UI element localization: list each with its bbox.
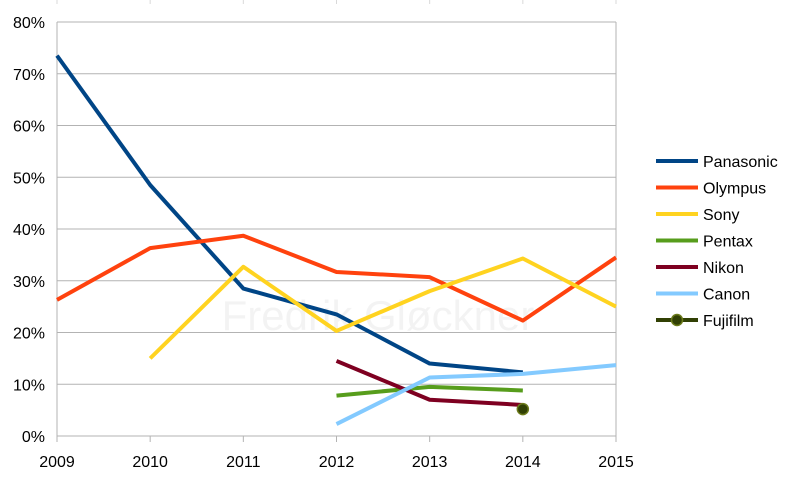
- x-axis-tick-labels: 2009 2010 2011 2012 2013 2014 2015: [39, 454, 634, 471]
- y-tick-label: 10%: [13, 377, 45, 394]
- legend-label-sony: Sony: [703, 207, 739, 224]
- y-tick-label: 50%: [13, 170, 45, 187]
- y-tick-label: 80%: [13, 15, 45, 32]
- y-tick-label: 30%: [13, 274, 45, 291]
- y-tick-label: 70%: [13, 67, 45, 84]
- x-tick-label: 2012: [319, 454, 355, 471]
- x-tick-label: 2010: [132, 454, 168, 471]
- legend-label-canon: Canon: [703, 287, 750, 304]
- watermark: Fredrik Gløckner: [222, 292, 535, 339]
- y-tick-label: 20%: [13, 326, 45, 343]
- legend: Panasonic Olympus Sony Pentax Nikon Canon Fuji…: [656, 154, 778, 330]
- series-line-pentax: [336, 384, 523, 398]
- legend-label-olympus: Olympus: [703, 181, 766, 198]
- series-lines: [55, 54, 618, 426]
- series-line-sony: [148, 256, 617, 360]
- y-axis-tick-labels: 0% 10% 20% 30% 40% 50% 60% 70% 80%: [13, 15, 45, 446]
- legend-label-panasonic: Panasonic: [703, 154, 778, 171]
- legend-label-pentax: Pentax: [703, 234, 753, 251]
- x-tick-label: 2014: [505, 454, 541, 471]
- y-tick-label: 0%: [22, 429, 45, 446]
- x-tick-label: 2009: [39, 454, 75, 471]
- y-tick-label: 40%: [13, 222, 45, 239]
- legend-label-nikon: Nikon: [703, 260, 744, 277]
- series-line-canon: [335, 363, 617, 426]
- x-tick-label: 2013: [412, 454, 448, 471]
- gridlines: [56, 0, 617, 442]
- series-line-nikon: [335, 359, 523, 407]
- x-tick-label: 2011: [226, 454, 261, 471]
- series-line-olympus: [56, 233, 618, 323]
- series-line-panasonic: [55, 54, 524, 375]
- legend-marker-fujifilm: [670, 313, 684, 327]
- legend-label-fujifilm: Fujifilm: [703, 313, 754, 330]
- data-point-fujifilm: [516, 402, 530, 416]
- y-tick-label: 60%: [13, 119, 45, 136]
- x-tick-label: 2015: [598, 454, 634, 471]
